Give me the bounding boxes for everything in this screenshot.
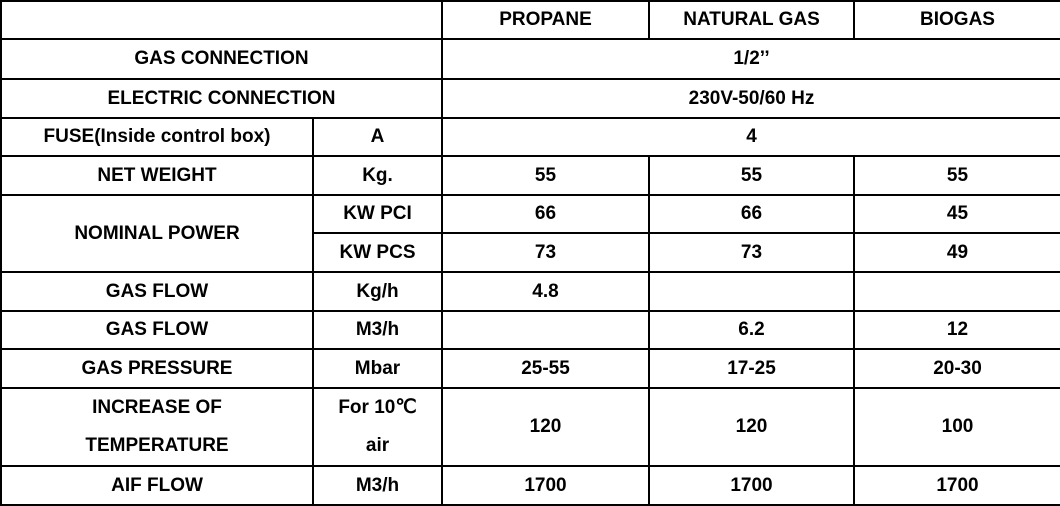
header-natural-gas: NATURAL GAS <box>648 0 855 40</box>
header-propane: PROPANE <box>441 0 650 40</box>
electric-connection-value: 230V-50/60 Hz <box>441 78 1060 119</box>
increase-of-temperature-unit-line1: For 10℃ <box>338 397 417 418</box>
gas-flow-m3-unit: M3/h <box>312 310 443 350</box>
row-increase-of-temperature: INCREASE OF TEMPERATURE For 10℃ air 120 … <box>0 387 1060 467</box>
row-electric-connection: ELECTRIC CONNECTION 230V-50/60 Hz <box>0 78 1060 119</box>
aif-flow-natural-gas: 1700 <box>648 465 855 506</box>
gas-flow-kg-propane: 4.8 <box>441 271 650 312</box>
row-gas-flow-m3: GAS FLOW M3/h 6.2 12 <box>0 310 1060 350</box>
increase-of-temperature-natural-gas: 120 <box>648 387 855 467</box>
row-net-weight: NET WEIGHT Kg. 55 55 55 <box>0 155 1060 196</box>
net-weight-unit: Kg. <box>312 155 443 196</box>
aif-flow-biogas: 1700 <box>853 465 1060 506</box>
nominal-power-pcs-propane: 73 <box>441 232 650 273</box>
nominal-power-pci-propane: 66 <box>441 194 650 234</box>
gas-flow-kg-natural-gas <box>648 271 855 312</box>
fuse-unit: A <box>312 117 443 157</box>
nominal-power-label: NOMINAL POWER <box>0 194 314 273</box>
gas-connection-label: GAS CONNECTION <box>0 38 443 80</box>
increase-of-temperature-unit: For 10℃ air <box>312 387 443 467</box>
row-gas-pressure: GAS PRESSURE Mbar 25-55 17-25 20-30 <box>0 348 1060 389</box>
gas-flow-m3-label: GAS FLOW <box>0 310 314 350</box>
increase-of-temperature-unit-line2: air <box>365 435 390 456</box>
gas-flow-kg-label: GAS FLOW <box>0 271 314 312</box>
gas-pressure-biogas: 20-30 <box>853 348 1060 389</box>
row-fuse: FUSE(Inside control box) A 4 <box>0 117 1060 157</box>
increase-of-temperature-propane: 120 <box>441 387 650 467</box>
gas-pressure-natural-gas: 17-25 <box>648 348 855 389</box>
row-aif-flow: AIF FLOW M3/h 1700 1700 1700 <box>0 465 1060 506</box>
header-row: PROPANE NATURAL GAS BIOGAS <box>0 0 1060 40</box>
gas-flow-kg-unit: Kg/h <box>312 271 443 312</box>
net-weight-natural-gas: 55 <box>648 155 855 196</box>
net-weight-biogas: 55 <box>853 155 1060 196</box>
net-weight-propane: 55 <box>441 155 650 196</box>
nominal-power-pci-natural-gas: 66 <box>648 194 855 234</box>
nominal-power-pcs-unit: KW PCS <box>312 232 443 273</box>
increase-of-temperature-biogas-value: 100 <box>941 416 974 437</box>
gas-pressure-label: GAS PRESSURE <box>0 348 314 389</box>
row-nominal-power-pcs: KW PCS 73 73 49 <box>1 232 1060 273</box>
row-gas-flow-kg: GAS FLOW Kg/h 4.8 <box>0 271 1060 312</box>
electric-connection-label: ELECTRIC CONNECTION <box>0 78 443 119</box>
increase-of-temperature-natural-gas-value: 120 <box>735 416 768 437</box>
increase-of-temperature-biogas: 100 <box>853 387 1060 467</box>
gas-connection-value: 1/2’’ <box>441 38 1060 80</box>
row-gas-connection: GAS CONNECTION 1/2’’ <box>0 38 1060 80</box>
net-weight-label: NET WEIGHT <box>0 155 314 196</box>
fuse-label: FUSE(Inside control box) <box>0 117 314 157</box>
aif-flow-label: AIF FLOW <box>0 465 314 506</box>
nominal-power-pcs-natural-gas: 73 <box>648 232 855 273</box>
aif-flow-propane: 1700 <box>441 465 650 506</box>
increase-of-temperature-label-line2: TEMPERATURE <box>85 435 229 456</box>
fuse-value: 4 <box>441 117 1060 157</box>
gas-flow-m3-natural-gas: 6.2 <box>648 310 855 350</box>
nominal-power-pci-biogas: 45 <box>853 194 1060 234</box>
nominal-power-pcs-biogas: 49 <box>853 232 1060 273</box>
gas-flow-m3-biogas: 12 <box>853 310 1060 350</box>
gas-flow-kg-biogas <box>853 271 1060 312</box>
nominal-power-label-text: NOMINAL POWER <box>74 223 240 244</box>
header-biogas: BIOGAS <box>853 0 1060 40</box>
increase-of-temperature-label: INCREASE OF TEMPERATURE <box>0 387 314 467</box>
increase-of-temperature-propane-value: 120 <box>529 416 562 437</box>
gas-flow-m3-propane <box>441 310 650 350</box>
aif-flow-unit: M3/h <box>312 465 443 506</box>
gas-pressure-propane: 25-55 <box>441 348 650 389</box>
row-nominal-power-pci: NOMINAL POWER KW PCI 66 66 45 <box>0 194 1060 273</box>
gas-pressure-unit: Mbar <box>312 348 443 389</box>
increase-of-temperature-label-line1: INCREASE OF <box>92 397 222 418</box>
header-corner-cell <box>0 0 443 40</box>
nominal-power-pci-unit: KW PCI <box>312 194 443 234</box>
